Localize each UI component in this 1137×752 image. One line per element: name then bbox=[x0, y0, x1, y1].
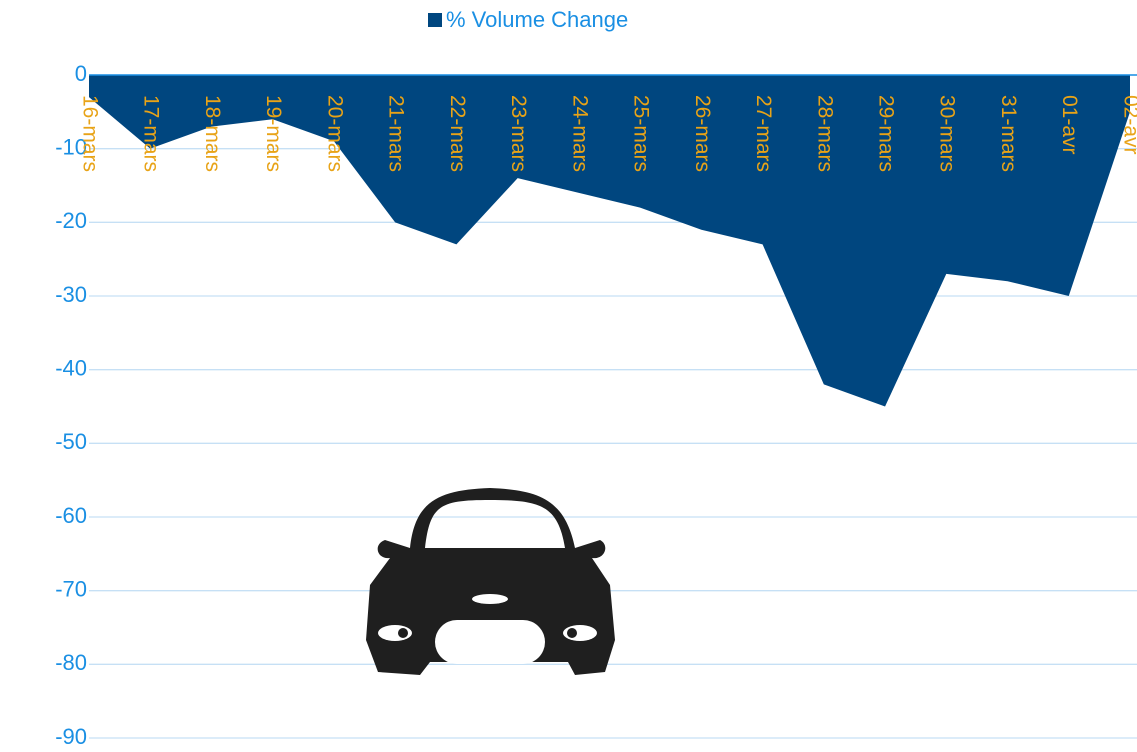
x-tick-label: 27-mars bbox=[752, 95, 775, 172]
x-tick-label: 16-mars bbox=[78, 95, 101, 172]
legend-swatch bbox=[428, 13, 442, 27]
grid bbox=[89, 74, 1137, 739]
x-tick-label: 23-mars bbox=[507, 95, 530, 172]
x-tick-label: 29-mars bbox=[875, 95, 898, 172]
x-tick-label: 17-mars bbox=[140, 95, 163, 172]
y-tick-label: -70 bbox=[55, 576, 87, 601]
y-tick-label: -10 bbox=[55, 134, 87, 159]
y-tick-label: -60 bbox=[55, 503, 87, 528]
y-tick-label: 0 bbox=[75, 61, 87, 86]
y-tick-label: -50 bbox=[55, 429, 87, 454]
x-tick-label: 02-avr bbox=[1119, 95, 1137, 155]
x-tick-label: 30-mars bbox=[936, 95, 959, 172]
y-tick-label: -30 bbox=[55, 282, 87, 307]
x-tick-label: 26-mars bbox=[691, 95, 714, 172]
car-icon bbox=[366, 488, 615, 675]
y-tick-label: -20 bbox=[55, 208, 87, 233]
x-tick-label: 31-mars bbox=[997, 95, 1020, 172]
y-tick-label: -80 bbox=[55, 650, 87, 675]
x-tick-label: 01-avr bbox=[1058, 95, 1081, 155]
x-tick-label: 24-mars bbox=[568, 95, 591, 172]
x-tick-label: 21-mars bbox=[385, 95, 408, 172]
x-tick-label: 25-mars bbox=[630, 95, 653, 172]
plot-area bbox=[89, 74, 1137, 407]
x-tick-label: 18-mars bbox=[201, 95, 224, 172]
x-tick-label: 20-mars bbox=[323, 95, 346, 172]
x-tick-label: 19-mars bbox=[262, 95, 285, 172]
legend-label: % Volume Change bbox=[446, 7, 628, 32]
labels: 0 -10 -20 -30 -40 -50 -60 -70 -80 -90 16-mars 17-ma… bbox=[55, 7, 1137, 749]
y-tick-label: -90 bbox=[55, 724, 87, 749]
y-tick-label: -40 bbox=[55, 355, 87, 380]
area bbox=[89, 75, 1130, 407]
x-tick-label: 28-mars bbox=[813, 95, 836, 172]
x-tick-label: 22-mars bbox=[446, 95, 469, 172]
